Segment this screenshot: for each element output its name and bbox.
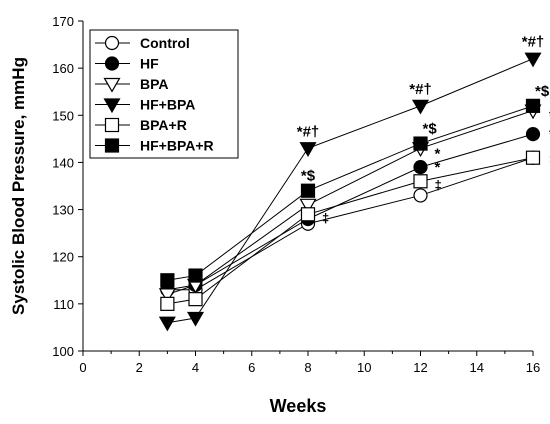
legend: Control HF BPA HF+BPA BPA+R HF+BPA+R [89,29,239,159]
legend-marker [104,138,120,153]
data-point-hf-plus-bpa [299,142,317,157]
data-point-hf-plus-bpa [524,52,542,68]
legend-marker [104,117,120,133]
legend-label: BPA+R [140,117,187,133]
y-tick-label: 130 [52,203,74,218]
x-tick-label: 6 [248,360,255,375]
data-point-bpa-plus-r [413,174,428,189]
annotation-mark: *#† [297,123,320,140]
data-point-hf-plus-bpa-plus-r [160,273,175,288]
legend-box [89,29,239,159]
x-tick-label: 0 [79,360,86,375]
data-point-hf-plus-bpa [158,316,176,332]
legend-marker [104,56,120,71]
annotation-mark: * [435,145,441,162]
y-tick-label: 140 [52,155,74,170]
annotation-mark: *$ [535,83,550,100]
data-point-hf-plus-bpa-plus-r [413,136,428,151]
legend-label: HF+BPA+R [140,138,214,154]
x-tick-label: 8 [304,360,311,375]
y-axis-title: Systolic Blood Pressure, mmHg [9,57,28,315]
x-tick-label: 16 [526,360,540,375]
annotation-mark: * [435,159,441,176]
x-tick-label: 12 [413,360,427,375]
legend-label: HF+BPA [140,97,195,113]
y-tick-label: 120 [52,250,74,265]
data-point-control [413,188,428,203]
data-point-hf [525,127,541,142]
x-tick-label: 4 [192,360,199,375]
annotation-mark: ‡ [322,210,329,225]
annotation-mark: *#† [522,34,545,51]
legend-label: BPA [140,76,169,92]
y-tick-label: 110 [53,297,74,312]
data-point-hf-plus-bpa [186,311,205,327]
data-point-hf-plus-bpa [411,99,430,115]
annotation-mark: *$ [301,168,316,185]
annotation-mark: *#† [409,81,432,98]
significance-annotations: *#†*$‡*#†*$**‡*#†*$**‡ [297,34,550,226]
legend-marker [103,77,121,93]
y-tick-label: 170 [52,14,74,29]
x-tick-label: 10 [357,360,371,375]
data-point-hf-plus-bpa-plus-r [525,98,541,113]
legend-label: HF [140,56,159,72]
data-point-hf-plus-bpa-plus-r [300,183,316,198]
y-tick-label: 160 [52,61,74,76]
series-line-control [167,157,534,291]
legend-marker [104,35,120,51]
annotation-mark: ‡ [435,177,442,192]
data-point-bpa-plus-r [525,150,541,165]
legend-label: Control [140,35,190,51]
y-tick-label: 150 [52,108,74,123]
data-point-bpa [299,198,317,214]
y-tick-label: 100 [52,344,74,359]
series-line-bpa-plus-r [167,157,534,305]
data-point-hf-plus-bpa-plus-r [188,268,203,283]
data-point-bpa-plus-r [300,207,316,222]
data-point-bpa [158,288,176,304]
x-axis-title: Weeks [270,396,327,416]
legend-marker [103,98,121,114]
x-tick-label: 2 [136,360,143,375]
series-markers [158,52,542,332]
data-point-hf [413,160,428,175]
data-point-bpa-plus-r [188,292,203,307]
axes: 0 2 4 6 8 10 12 14 16 100 110 120 130 140 150 160 170 [52,14,540,375]
annotation-mark: *$ [423,121,438,138]
x-tick-label: 14 [470,360,484,375]
data-point-bpa-plus-r [160,296,175,311]
